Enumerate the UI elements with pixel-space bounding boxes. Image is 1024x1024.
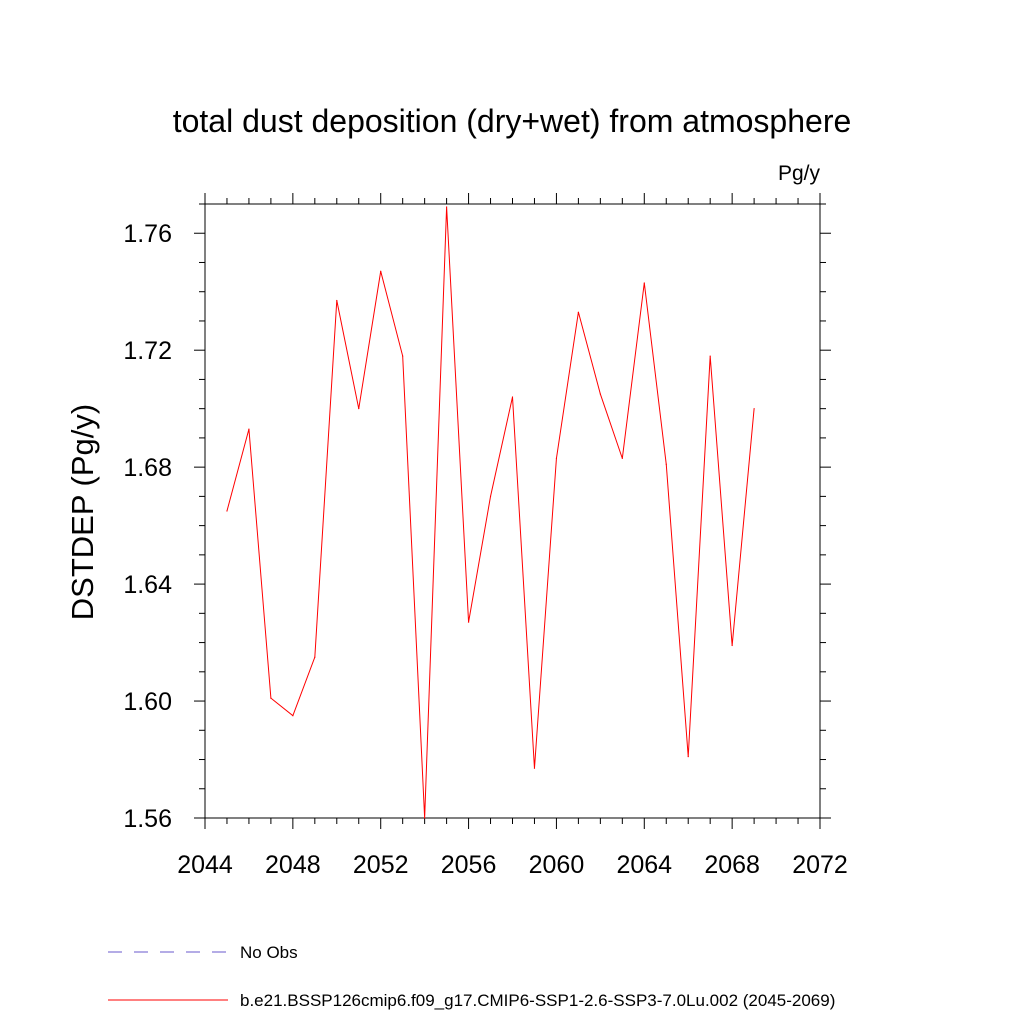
series-layer [226,206,755,819]
data-point [446,206,448,208]
data-point [533,767,536,769]
x-tick-label: 2072 [792,851,848,879]
data-point [511,396,514,398]
data-point [489,495,492,497]
units-label: Pg/y [778,162,821,185]
data-point [687,756,689,758]
data-point [270,697,272,699]
data-point [599,393,601,395]
y-tick-label: 1.68 [123,454,172,482]
x-tick-label: 2064 [616,851,672,879]
y-axis-label: DSTDEP (Pg/y) [65,404,100,620]
data-point [753,408,755,410]
data-point [314,656,316,658]
data-point [467,621,470,623]
x-tick-label: 2060 [529,851,585,879]
data-point [577,311,579,313]
x-tick-label: 2044 [177,851,233,879]
series-line-1 [226,206,755,819]
data-point [336,299,338,302]
x-tick-label: 2052 [353,851,409,879]
data-point [358,408,360,410]
axis-ticks: 2044 2048 2052 2056 2060 2064 2068 2072 1.56 1.60… [123,193,848,879]
data-point [226,510,228,512]
data-point [248,428,250,430]
y-tick-label: 1.72 [123,337,172,365]
data-point [731,644,733,647]
plot-frame [204,203,821,819]
legend-label: b.e21.BSSP126cmip6.f09_g17.CMIP6-SSP1-2.… [240,991,835,1010]
chart-title: total dust deposition (dry+wet) from atm… [173,103,852,139]
data-point [621,457,623,459]
x-tick-label: 2068 [704,851,760,879]
y-tick-label: 1.60 [123,688,172,716]
data-point [292,715,294,717]
legend: No Obs b.e21.BSSP126cmip6.f09_g17.CMIP6-S… [108,943,835,1010]
data-point [643,282,645,284]
x-tick-label: 2056 [441,851,497,879]
data-point [555,457,558,459]
y-tick-label: 1.56 [123,805,172,833]
y-tick-label: 1.64 [123,571,172,599]
data-point [424,817,426,819]
y-tick-label: 1.76 [123,220,172,248]
data-point [709,355,711,357]
x-tick-label: 2048 [265,851,321,879]
legend-label: No Obs [240,943,298,962]
data-point [402,355,404,357]
data-point [380,270,382,272]
data-point [665,463,667,465]
